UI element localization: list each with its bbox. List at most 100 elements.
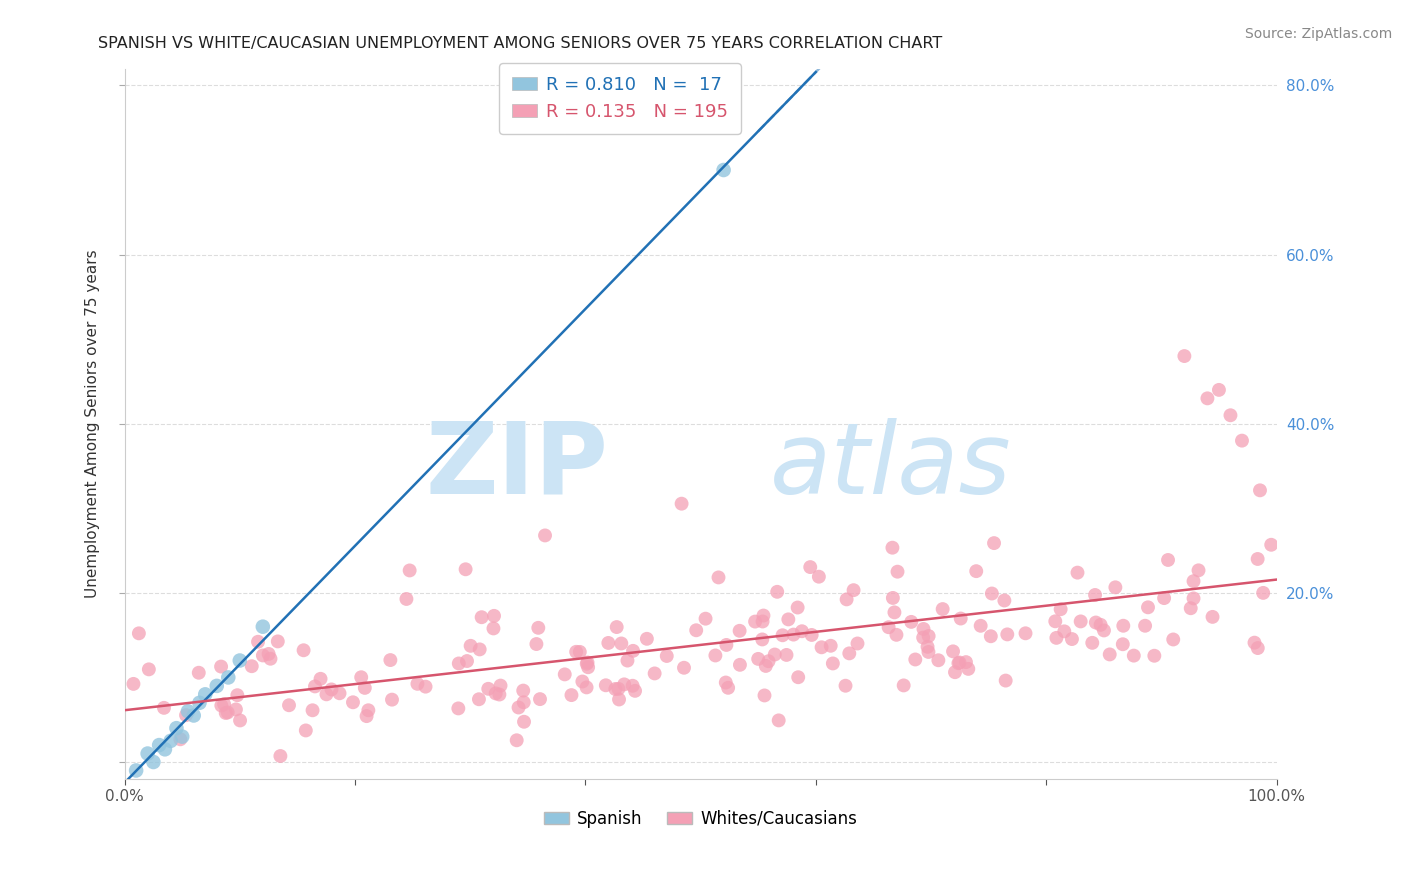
Point xyxy=(122,677,145,691)
Point xyxy=(554,667,576,681)
Point xyxy=(846,636,869,650)
Point xyxy=(772,628,794,642)
Point xyxy=(787,670,810,684)
Point xyxy=(1260,538,1282,552)
Point xyxy=(605,681,627,696)
Point xyxy=(1104,580,1126,594)
Point xyxy=(744,615,766,629)
Point xyxy=(505,733,527,747)
Point xyxy=(269,749,291,764)
Point xyxy=(454,562,477,576)
Point xyxy=(309,672,332,686)
Point xyxy=(138,662,160,676)
Point xyxy=(159,734,181,748)
Point xyxy=(381,692,404,706)
Point xyxy=(685,624,707,638)
Point xyxy=(912,631,935,645)
Point xyxy=(704,648,727,663)
Point xyxy=(512,683,534,698)
Point xyxy=(169,732,191,747)
Point xyxy=(571,674,593,689)
Point xyxy=(568,645,591,659)
Point xyxy=(800,628,823,642)
Point xyxy=(259,651,281,665)
Point xyxy=(575,657,598,671)
Point xyxy=(1133,619,1156,633)
Point xyxy=(136,747,159,761)
Point xyxy=(188,696,211,710)
Point xyxy=(172,730,194,744)
Point xyxy=(882,591,904,605)
Point xyxy=(482,622,505,636)
Point xyxy=(1173,349,1195,363)
Point xyxy=(529,692,551,706)
Point xyxy=(942,644,965,658)
Point xyxy=(1112,619,1135,633)
Point xyxy=(575,681,598,695)
Point xyxy=(728,624,751,638)
Point xyxy=(315,687,337,701)
Point xyxy=(356,709,378,723)
Point xyxy=(512,695,534,709)
Point xyxy=(969,619,991,633)
Point xyxy=(252,620,274,634)
Point xyxy=(212,697,235,711)
Point xyxy=(598,636,620,650)
Point xyxy=(1182,574,1205,589)
Point xyxy=(624,683,647,698)
Point xyxy=(842,583,865,598)
Point xyxy=(1066,566,1088,580)
Point xyxy=(295,723,318,738)
Point xyxy=(917,640,939,654)
Point xyxy=(456,654,478,668)
Point xyxy=(931,602,953,616)
Point xyxy=(357,703,380,717)
Point xyxy=(807,570,830,584)
Point xyxy=(468,642,491,657)
Point xyxy=(1122,648,1144,663)
Point xyxy=(980,629,1002,643)
Point xyxy=(763,648,786,662)
Point xyxy=(226,688,249,702)
Point xyxy=(835,592,858,607)
Point xyxy=(1092,624,1115,638)
Point xyxy=(965,564,987,578)
Point xyxy=(526,637,548,651)
Point xyxy=(980,586,1002,600)
Point xyxy=(1230,434,1253,448)
Point xyxy=(1157,553,1180,567)
Point xyxy=(576,656,599,670)
Point xyxy=(948,656,970,670)
Point xyxy=(217,670,239,684)
Point xyxy=(949,611,972,625)
Legend: Spanish, Whites/Caucasians: Spanish, Whites/Caucasians xyxy=(537,803,865,835)
Point xyxy=(278,698,301,713)
Point xyxy=(695,612,717,626)
Point xyxy=(415,680,437,694)
Point xyxy=(1180,601,1202,615)
Point xyxy=(994,673,1017,688)
Point xyxy=(799,560,821,574)
Point xyxy=(267,634,290,648)
Point xyxy=(215,706,238,720)
Y-axis label: Unemployment Among Seniors over 75 years: Unemployment Among Seniors over 75 years xyxy=(86,250,100,598)
Point xyxy=(882,541,904,555)
Point xyxy=(838,646,860,660)
Point xyxy=(1053,624,1076,639)
Point xyxy=(886,628,908,642)
Point xyxy=(1153,591,1175,606)
Point xyxy=(655,648,678,663)
Point xyxy=(768,714,790,728)
Point xyxy=(752,608,775,623)
Point xyxy=(398,564,420,578)
Point xyxy=(174,708,197,723)
Point xyxy=(775,648,797,662)
Point xyxy=(886,565,908,579)
Point xyxy=(993,593,1015,607)
Point xyxy=(1143,648,1166,663)
Point xyxy=(508,700,530,714)
Point xyxy=(468,692,491,706)
Point xyxy=(900,615,922,629)
Text: SPANISH VS WHITE/CAUCASIAN UNEMPLOYMENT AMONG SENIORS OVER 75 YEARS CORRELATION : SPANISH VS WHITE/CAUCASIAN UNEMPLOYMENT … xyxy=(98,36,942,51)
Point xyxy=(527,621,550,635)
